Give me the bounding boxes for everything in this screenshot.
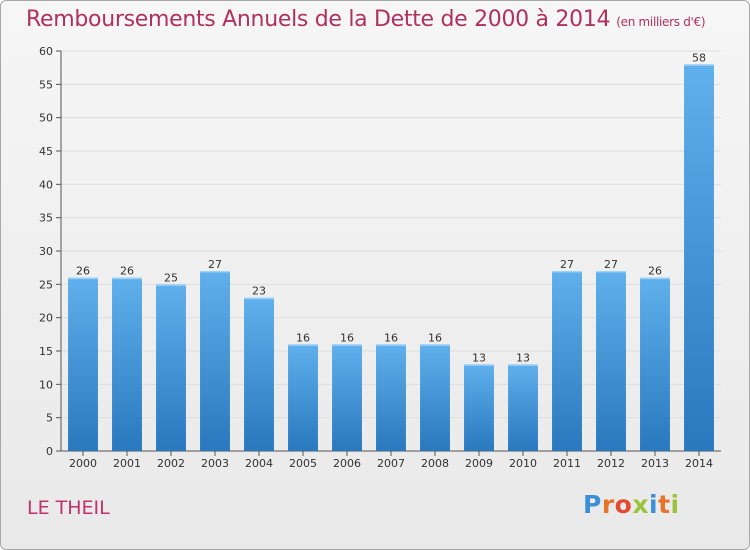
bar <box>464 364 494 451</box>
bar <box>112 277 142 451</box>
x-tick-label: 2011 <box>553 457 581 470</box>
data-label: 27 <box>604 258 618 271</box>
bar <box>552 271 582 451</box>
chart-title-unit: (en milliers d'€) <box>616 15 706 29</box>
x-tick-label: 2014 <box>685 457 713 470</box>
commune-name: LE THEIL <box>27 497 110 519</box>
bar <box>200 271 230 451</box>
x-tick-label: 2000 <box>69 457 97 470</box>
y-tick-label: 55 <box>39 78 53 91</box>
y-tick-label: 50 <box>39 112 53 125</box>
bar-highlight <box>244 297 274 300</box>
x-tick-label: 2009 <box>465 457 493 470</box>
bar <box>288 344 318 451</box>
x-tick-label: 2013 <box>641 457 669 470</box>
x-tick-label: 2005 <box>289 457 317 470</box>
data-label: 23 <box>252 285 266 298</box>
x-tick-label: 2008 <box>421 457 449 470</box>
data-label: 58 <box>692 51 706 64</box>
logo-letter: x <box>632 490 649 519</box>
data-label: 13 <box>516 351 530 364</box>
data-label: 26 <box>76 265 90 278</box>
data-label: 16 <box>296 331 310 344</box>
bar-highlight <box>332 344 362 346</box>
data-label: 26 <box>120 265 134 278</box>
bar-highlight <box>288 344 318 346</box>
bar <box>332 344 362 451</box>
bar <box>684 64 714 452</box>
data-label: 25 <box>164 271 178 284</box>
bar <box>508 364 538 451</box>
bar-highlight <box>68 277 98 280</box>
y-tick-label: 0 <box>46 445 53 458</box>
logo-letter: r <box>601 490 615 519</box>
y-tick-label: 35 <box>39 212 53 225</box>
y-tick-label: 30 <box>39 245 53 258</box>
bar-highlight <box>156 284 186 286</box>
bar <box>244 297 274 451</box>
bar-highlight <box>464 364 494 366</box>
y-tick-label: 25 <box>39 278 53 291</box>
bar-highlight <box>508 364 538 366</box>
x-tick-label: 2004 <box>245 457 273 470</box>
data-label: 26 <box>648 265 662 278</box>
chart-title-text: Remboursements Annuels de la Dette de 20… <box>26 7 611 32</box>
x-tick-label: 2001 <box>113 457 141 470</box>
x-tick-label: 2003 <box>201 457 229 470</box>
bars <box>68 64 714 452</box>
bar-highlight <box>596 271 626 273</box>
chart-title: Remboursements Annuels de la Dette de 20… <box>26 7 706 32</box>
bar-highlight <box>552 271 582 273</box>
y-tick-label: 45 <box>39 145 53 158</box>
bar <box>596 271 626 451</box>
data-label: 27 <box>560 258 574 271</box>
y-tick-label: 15 <box>39 345 53 358</box>
proxiti-logo[interactable]: Proxiti <box>583 490 680 519</box>
bar-highlight <box>376 344 406 346</box>
logo-letter: o <box>614 490 633 519</box>
logo-letter: t <box>658 490 671 519</box>
x-tick-label: 2007 <box>377 457 405 470</box>
y-tick-label: 40 <box>39 178 53 191</box>
data-label: 13 <box>472 351 486 364</box>
labels: 0 5 10 15 20 25 30 35 40 45 50 55 60 2000 26 2001 26 2002… <box>39 45 713 470</box>
x-tick-label: 2006 <box>333 457 361 470</box>
data-label: 27 <box>208 258 222 271</box>
bar-highlight <box>200 271 230 273</box>
logo-letter: i <box>649 490 659 519</box>
bar <box>640 277 670 451</box>
data-label: 16 <box>428 331 442 344</box>
y-tick-label: 10 <box>39 378 53 391</box>
bar-highlight <box>684 64 714 66</box>
logo-letter: P <box>583 490 602 519</box>
x-tick-label: 2002 <box>157 457 185 470</box>
bar <box>68 277 98 451</box>
y-tick-label: 20 <box>39 312 53 325</box>
bar-highlight <box>640 277 670 280</box>
y-tick-label: 60 <box>39 45 53 58</box>
bar <box>156 284 186 451</box>
bar-highlight <box>112 277 142 280</box>
bar-highlight <box>420 344 450 346</box>
x-tick-label: 2010 <box>509 457 537 470</box>
bar <box>420 344 450 451</box>
bar <box>376 344 406 451</box>
x-tick-label: 2012 <box>597 457 625 470</box>
data-label: 16 <box>340 331 354 344</box>
y-tick-label: 5 <box>46 412 53 425</box>
data-label: 16 <box>384 331 398 344</box>
logo-letter: i <box>670 490 680 519</box>
